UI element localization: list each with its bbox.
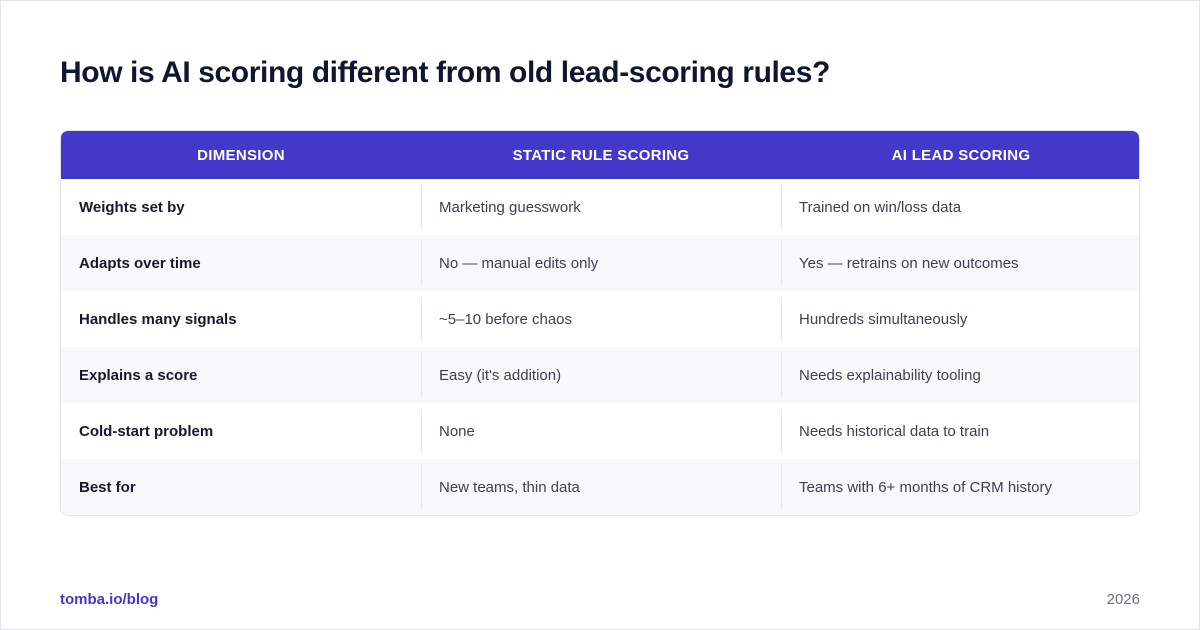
page-title: How is AI scoring different from old lea…: [60, 56, 830, 89]
ai-cell: Teams with 6+ months of CRM history: [781, 459, 1139, 515]
header-dimension: DIMENSION: [197, 146, 285, 164]
static-cell: No — manual edits only: [421, 235, 781, 291]
dimension-cell: Best for: [79, 478, 136, 496]
table-row: Adapts over time No — manual edits only …: [61, 235, 1139, 291]
dimension-cell: Cold-start problem: [79, 422, 214, 440]
static-cell: ~5–10 before chaos: [421, 291, 781, 347]
static-cell: Marketing guesswork: [421, 179, 781, 235]
dimension-cell: Adapts over time: [79, 254, 201, 272]
dimension-cell: Weights set by: [79, 198, 185, 216]
static-cell: New teams, thin data: [421, 459, 781, 515]
ai-cell: Yes — retrains on new outcomes: [781, 235, 1139, 291]
table-row: Best for New teams, thin data Teams with…: [61, 459, 1139, 515]
ai-cell: Needs explainability tooling: [781, 347, 1139, 403]
blog-link[interactable]: tomba.io/blog: [60, 591, 159, 608]
table-row: Cold-start problem None Needs historical…: [61, 403, 1139, 459]
table-row: Weights set by Marketing guesswork Train…: [61, 179, 1139, 235]
table-row: Explains a score Easy (it's addition) Ne…: [61, 347, 1139, 403]
ai-cell: Trained on win/loss data: [781, 179, 1139, 235]
header-ai-lead-scoring: AI LEAD SCORING: [891, 146, 1031, 164]
static-cell: None: [421, 403, 781, 459]
table-body: Weights set by Marketing guesswork Train…: [61, 179, 1139, 515]
table-row: Handles many signals ~5–10 before chaos …: [61, 291, 1139, 347]
ai-cell: Hundreds simultaneously: [781, 291, 1139, 347]
ai-cell: Needs historical data to train: [781, 403, 1139, 459]
table-header: DIMENSION STATIC RULE SCORING AI LEAD SC…: [61, 131, 1139, 179]
header-static-rule-scoring: STATIC RULE SCORING: [512, 146, 690, 164]
footer-year: 2026: [1106, 591, 1140, 608]
dimension-cell: Handles many signals: [79, 310, 237, 328]
static-cell: Easy (it's addition): [421, 347, 781, 403]
dimension-cell: Explains a score: [79, 366, 198, 384]
comparison-table: DIMENSION STATIC RULE SCORING AI LEAD SC…: [60, 130, 1140, 516]
